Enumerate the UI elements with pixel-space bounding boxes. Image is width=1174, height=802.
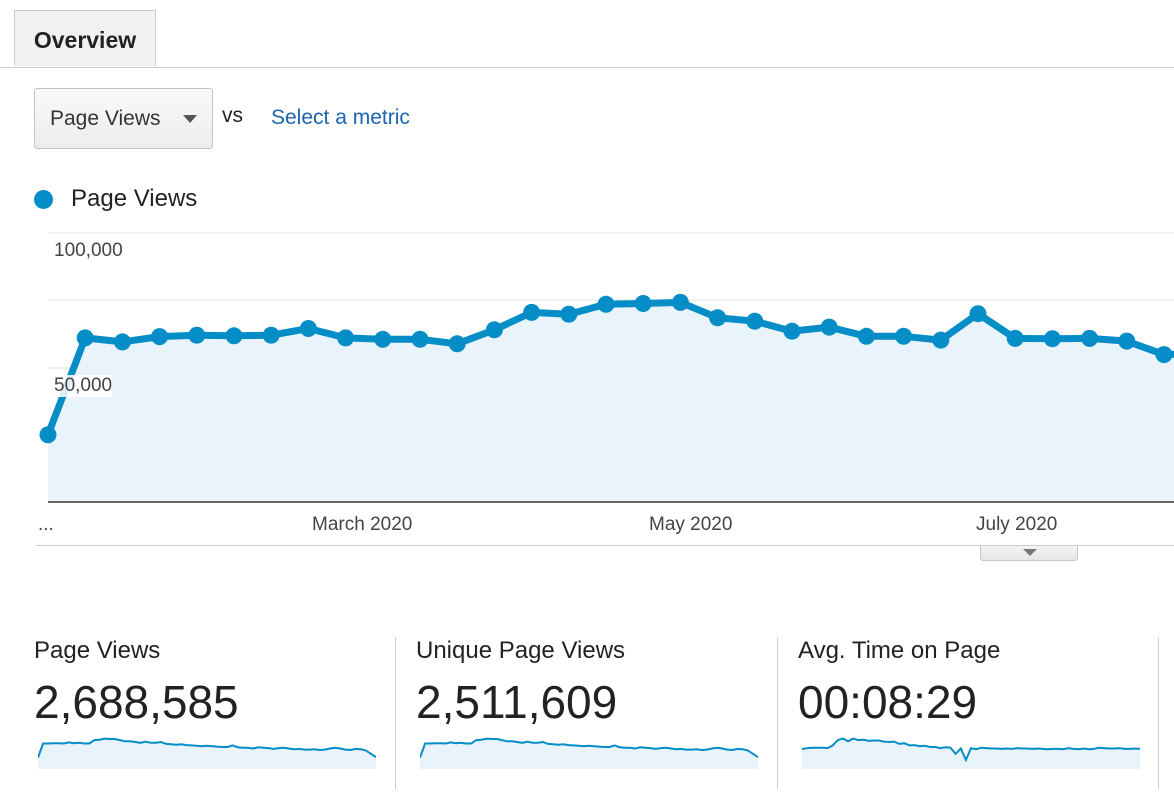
sparkline-line xyxy=(420,737,758,759)
data-point[interactable] xyxy=(783,322,801,340)
sparkline-area xyxy=(802,738,1140,769)
chart-expand-handle[interactable] xyxy=(980,546,1078,561)
data-point[interactable] xyxy=(76,329,94,347)
sparkline xyxy=(420,737,758,769)
metric-select-label: Page Views xyxy=(50,107,161,130)
card-divider xyxy=(1158,637,1159,789)
summary-value: 2,688,585 xyxy=(34,676,239,728)
vs-label: vs xyxy=(222,104,243,127)
data-point[interactable] xyxy=(262,326,280,344)
sparkline xyxy=(38,737,376,769)
data-point[interactable] xyxy=(1118,332,1136,350)
x-tick-label: ... xyxy=(38,514,54,535)
series-dot-icon xyxy=(34,190,53,209)
data-point[interactable] xyxy=(671,293,689,311)
data-point[interactable] xyxy=(1006,329,1024,347)
sparkline-area xyxy=(38,738,376,769)
sparkline-line xyxy=(38,737,376,759)
data-point[interactable] xyxy=(857,327,875,345)
data-point[interactable] xyxy=(485,321,503,339)
data-point[interactable] xyxy=(39,426,57,444)
data-point[interactable] xyxy=(746,312,764,330)
data-point[interactable] xyxy=(932,331,950,349)
data-point[interactable] xyxy=(820,318,838,336)
data-point[interactable] xyxy=(1043,330,1061,348)
data-point[interactable] xyxy=(895,327,913,345)
sparkline-line xyxy=(802,737,1140,763)
data-point[interactable] xyxy=(597,295,615,313)
summary-title: Avg. Time on Page xyxy=(798,637,1001,664)
sparkline-area xyxy=(420,738,758,769)
data-point[interactable] xyxy=(151,328,169,346)
data-point[interactable] xyxy=(113,333,131,351)
series-points xyxy=(39,293,1173,444)
metric-select[interactable]: Page Views xyxy=(34,88,213,149)
chevron-down-icon xyxy=(1023,549,1037,556)
legend-label: Page Views xyxy=(71,185,198,212)
data-point[interactable] xyxy=(523,303,541,321)
summary-card-page-views: Page Views 2,688,585 xyxy=(34,637,376,777)
chevron-down-icon xyxy=(183,115,197,123)
data-point[interactable] xyxy=(448,335,466,353)
data-point[interactable] xyxy=(188,326,206,344)
data-point[interactable] xyxy=(337,329,355,347)
x-tick-label: March 2020 xyxy=(312,514,413,535)
summary-title: Unique Page Views xyxy=(416,637,626,664)
summary-card-avg-time-on-page: Avg. Time on Page 00:08:29 xyxy=(798,637,1140,777)
tab-bar: Overview xyxy=(0,0,1174,68)
y-tick-label: 50,000 xyxy=(54,375,113,397)
tab-overview[interactable]: Overview xyxy=(14,10,156,66)
data-point[interactable] xyxy=(634,295,652,312)
data-point[interactable] xyxy=(1081,329,1099,347)
page-views-chart xyxy=(39,232,1174,503)
summary-card-unique-page-views: Unique Page Views 2,511,609 xyxy=(416,637,758,777)
card-divider xyxy=(395,637,396,789)
data-point[interactable] xyxy=(411,330,429,348)
data-point[interactable] xyxy=(225,327,243,345)
summary-title: Page Views xyxy=(34,637,161,664)
data-point[interactable] xyxy=(709,309,727,327)
summary-value: 2,511,609 xyxy=(416,676,618,728)
data-point[interactable] xyxy=(374,330,392,348)
x-tick-label: May 2020 xyxy=(649,514,733,535)
y-tick-label: 100,000 xyxy=(54,240,123,262)
summary-value: 00:08:29 xyxy=(798,676,978,728)
data-point[interactable] xyxy=(560,305,578,323)
sparkline xyxy=(802,737,1140,769)
card-divider xyxy=(777,637,778,789)
data-point[interactable] xyxy=(969,305,987,323)
data-point[interactable] xyxy=(299,320,317,337)
select-metric-link[interactable]: Select a metric xyxy=(271,106,410,129)
data-point[interactable] xyxy=(1155,346,1173,364)
x-tick-label: July 2020 xyxy=(976,514,1058,535)
axis-divider xyxy=(36,545,1174,546)
series-area xyxy=(48,302,1174,502)
